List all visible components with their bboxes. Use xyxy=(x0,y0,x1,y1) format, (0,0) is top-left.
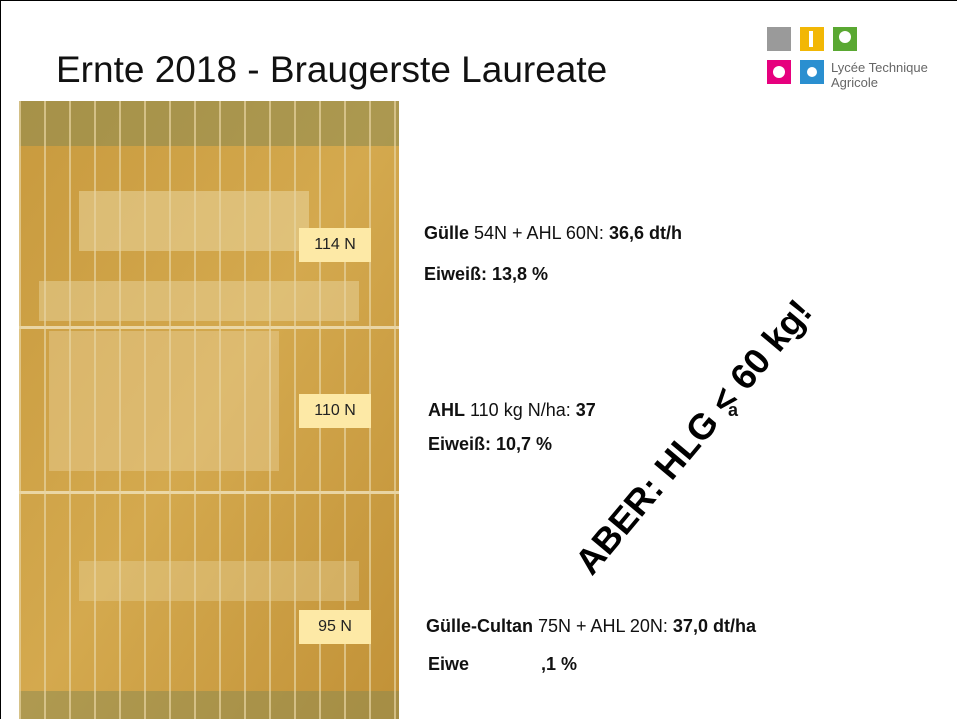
text: Gülle xyxy=(424,223,469,243)
text: 75N + AHL 20N: xyxy=(533,616,673,636)
text-line: Eiweiß: 10,7 % xyxy=(428,434,552,455)
text-line: AHL 110 kg N/ha: 37 xyxy=(428,400,596,421)
slide: Ernte 2018 - Braugerste Laureate Lycée T… xyxy=(0,0,957,719)
slide-title: Ernte 2018 - Braugerste Laureate xyxy=(56,49,607,91)
text-line: Eiweiß: 13,8 % xyxy=(424,264,548,285)
plot-label: 95 N xyxy=(299,610,371,644)
text: 37 xyxy=(576,400,596,420)
text-line: Gülle 54N + AHL 60N: 36,6 dt/h xyxy=(424,223,682,244)
text: Gülle-Cultan xyxy=(426,616,533,636)
logo-text: Agricole xyxy=(831,75,878,90)
plot-label: 114 N xyxy=(299,228,371,262)
logo-text: Lycée Technique xyxy=(831,60,928,75)
text-line: Gülle-Cultan 75N + AHL 20N: 37,0 dt/ha xyxy=(426,616,756,637)
text: 54N + AHL 60N: xyxy=(469,223,609,243)
text: 110 kg N/ha: xyxy=(465,400,576,420)
text: 37,0 dt/ha xyxy=(673,616,756,636)
text: AHL xyxy=(428,400,465,420)
text: 36,6 dt/h xyxy=(609,223,682,243)
callout: ABER: HLG < 60 kg! xyxy=(567,291,821,582)
text: ,1 % xyxy=(541,654,577,675)
text: Eiwe xyxy=(428,654,469,675)
plot-label: 110 N xyxy=(299,394,371,428)
